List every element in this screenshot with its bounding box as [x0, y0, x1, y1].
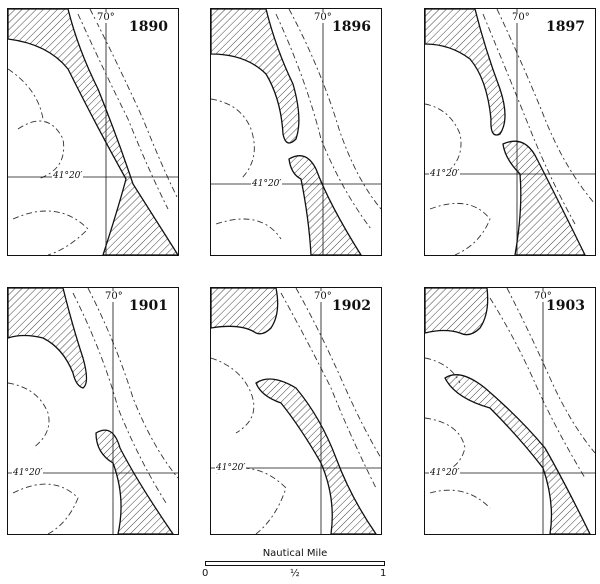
shoreline-map-1897	[425, 9, 595, 255]
land-mass-south	[255, 378, 377, 534]
longitude-label: 70°	[104, 291, 124, 302]
map-panel-1903: 70° 41°20′ 1903	[424, 287, 596, 535]
latitude-label: 41°20′	[251, 179, 283, 189]
scale-bar-legend: Nautical Mile 0 ½ 1	[202, 548, 387, 582]
scale-bar-segment	[206, 562, 295, 565]
shoreline-map-1902	[211, 288, 381, 534]
land-mass-south	[288, 155, 362, 255]
year-label: 1896	[330, 19, 373, 35]
map-panel-1896: 70° 41°20′ 1896	[210, 8, 382, 256]
latitude-label: 41°20′	[52, 171, 84, 181]
shoreline-map-1903	[425, 288, 595, 534]
shoreline-map-1890	[8, 9, 178, 255]
latitude-label: 41°20′	[429, 468, 461, 478]
land-mass-south	[95, 429, 174, 534]
scale-tick-0: 0	[202, 568, 209, 579]
land-mass-north	[211, 288, 279, 335]
latitude-label: 41°20′	[215, 463, 247, 473]
land-mass-north	[425, 288, 489, 336]
land-mass-north	[8, 288, 88, 389]
land-mass-north	[425, 9, 506, 136]
scale-title: Nautical Mile	[262, 548, 328, 559]
map-panel-1902: 70° 41°20′ 1902	[210, 287, 382, 535]
longitude-label: 70°	[313, 12, 333, 23]
year-label: 1901	[127, 298, 170, 314]
latitude-label: 41°20′	[12, 468, 44, 478]
year-label: 1890	[127, 19, 170, 35]
map-panel-1890: 70° 41°20′ 1890	[7, 8, 179, 256]
latitude-label: 41°20′	[429, 169, 461, 179]
shoreline-map-1896	[211, 9, 381, 255]
longitude-label: 70°	[533, 291, 553, 302]
longitude-label: 70°	[511, 12, 531, 23]
shoreline-map-1901	[8, 288, 178, 534]
scale-tick-1: 1	[380, 568, 387, 579]
land-mass-north	[211, 9, 300, 144]
year-label: 1903	[544, 298, 587, 314]
land-mass-south	[444, 374, 591, 534]
scale-bar	[205, 561, 385, 566]
longitude-label: 70°	[313, 291, 333, 302]
scale-tick-half: ½	[290, 568, 300, 579]
year-label: 1902	[330, 298, 373, 314]
map-panel-1901: 70° 41°20′ 1901	[7, 287, 179, 535]
land-mass-north	[8, 9, 178, 255]
year-label: 1897	[544, 19, 587, 35]
longitude-label: 70°	[96, 12, 116, 23]
map-panel-1897: 70° 41°20′ 1897	[424, 8, 596, 256]
land-mass-south	[502, 140, 586, 255]
